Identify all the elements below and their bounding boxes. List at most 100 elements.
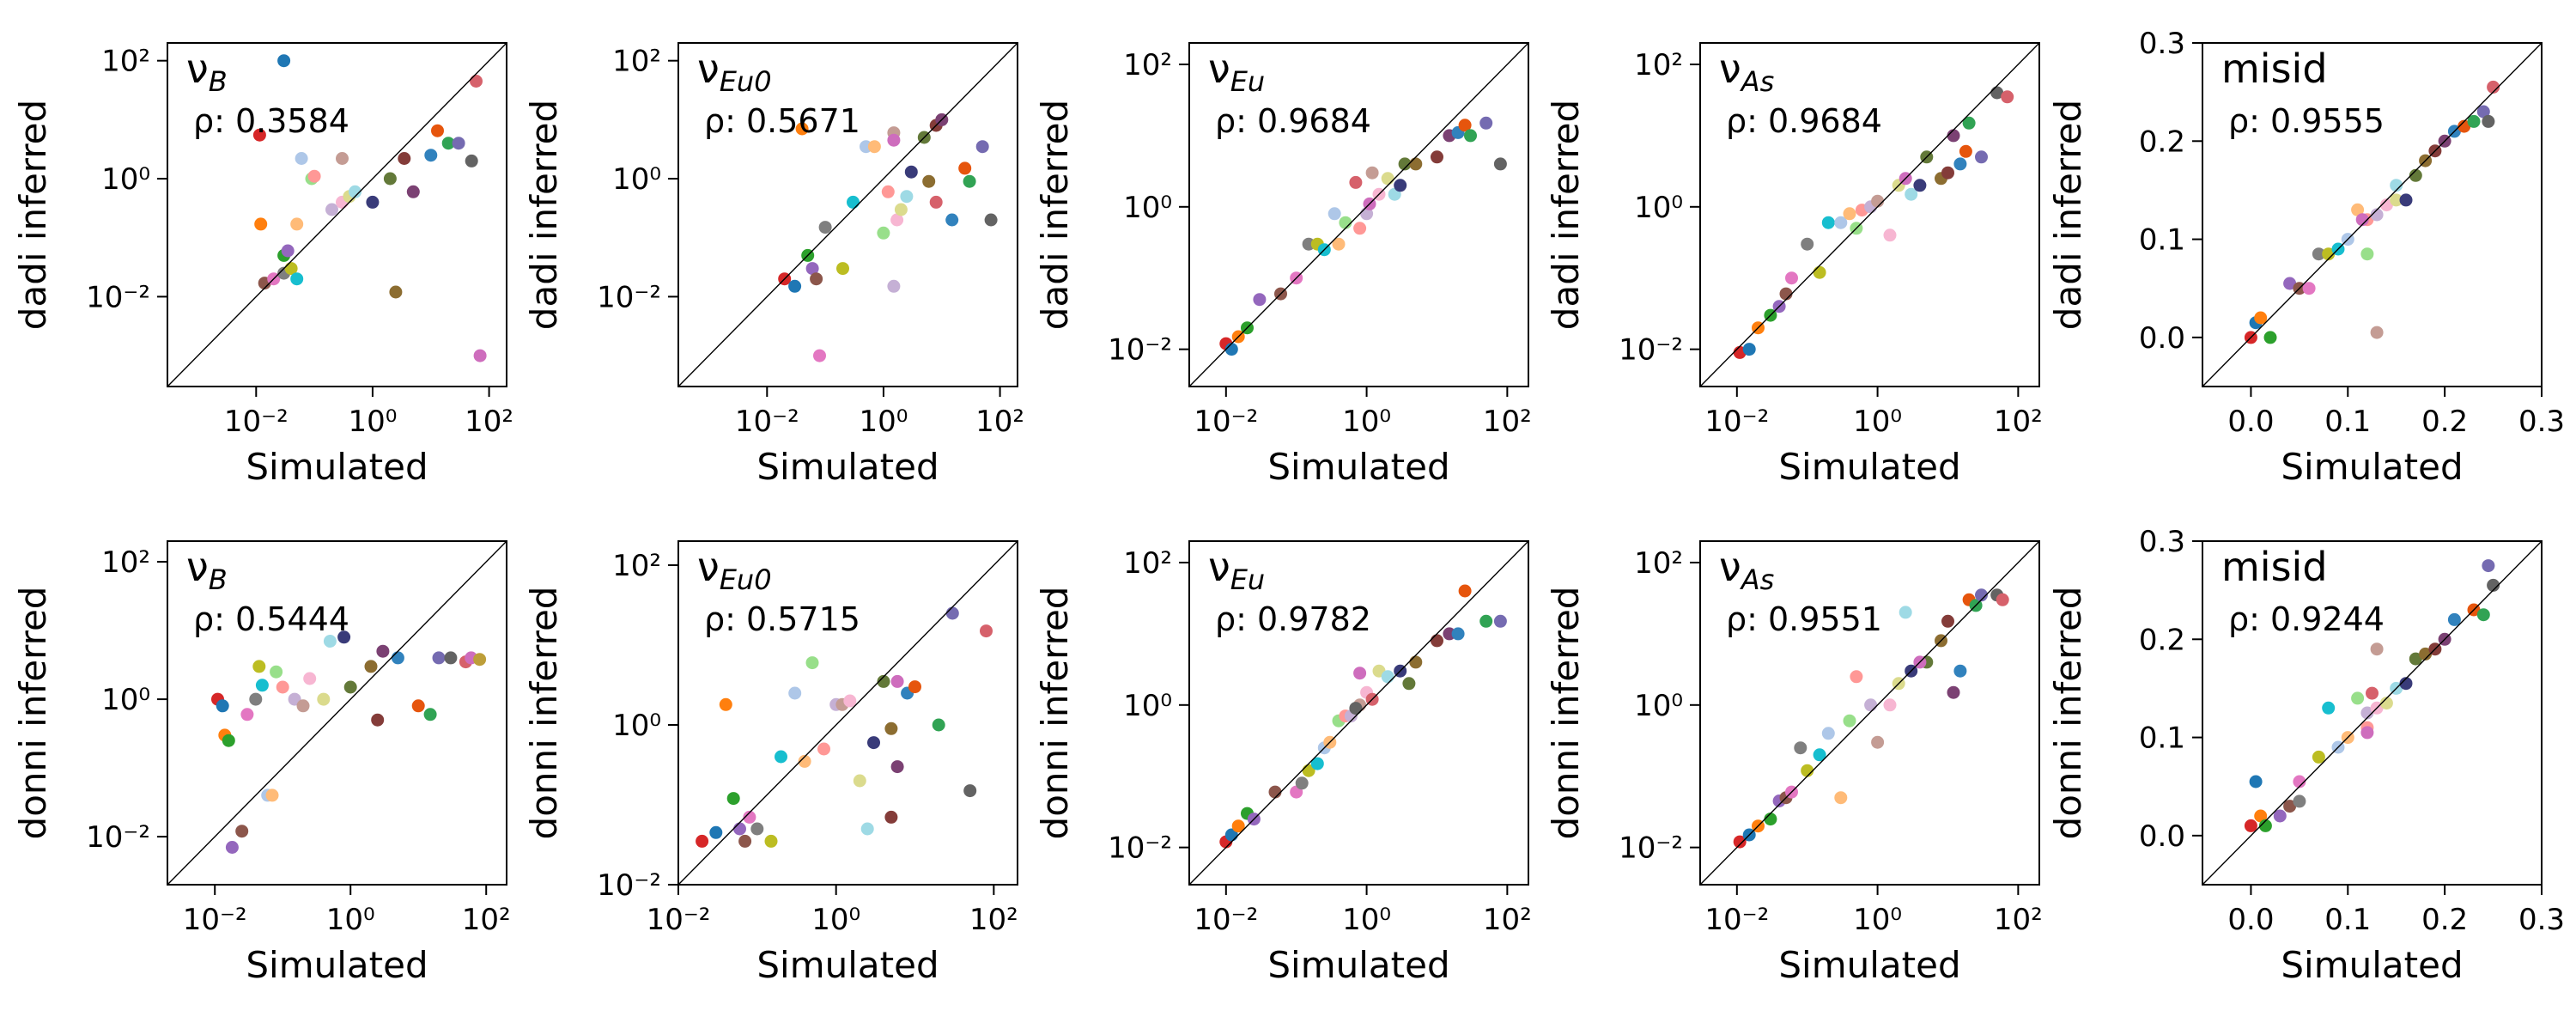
y-axis-label: dadi inferred <box>2047 100 2089 330</box>
data-point <box>743 810 756 824</box>
y-tick-label: 0.2 <box>2139 623 2185 657</box>
x-tick-label: 0.3 <box>2518 903 2565 937</box>
plot-frame <box>167 540 507 886</box>
x-tick-label: 10² <box>1994 903 2043 937</box>
data-point <box>945 606 959 620</box>
title-symbol: ν <box>1208 46 1230 92</box>
data-point <box>1398 157 1412 171</box>
plot-frame <box>2202 42 2543 387</box>
data-point <box>2322 247 2336 261</box>
y-axis-label: dadi inferred <box>1034 100 1076 330</box>
data-point <box>431 124 444 137</box>
data-point <box>2360 726 2374 740</box>
data-point <box>958 161 972 175</box>
y-tick-label: 0.0 <box>2139 819 2185 854</box>
data-point <box>738 834 752 848</box>
data-point <box>2254 311 2268 325</box>
data-point <box>2283 277 2297 290</box>
data-point <box>216 699 229 713</box>
data-point <box>945 213 959 227</box>
data-point <box>452 137 465 150</box>
data-point <box>1458 119 1472 132</box>
data-point <box>2409 168 2422 182</box>
data-point <box>2351 203 2365 216</box>
y-axis-label: dadi inferred <box>523 100 565 330</box>
y-tick-label: 0.1 <box>2139 223 2185 258</box>
data-point <box>1996 593 2009 606</box>
title-symbol: ν <box>186 46 209 92</box>
data-point <box>975 140 989 154</box>
data-point <box>1975 588 1988 602</box>
rho-label: ρ: 0.9684 <box>1215 102 1371 140</box>
data-point <box>1941 614 1954 628</box>
data-point <box>1353 667 1367 680</box>
y-tick-label: 10⁰ <box>1634 191 1683 225</box>
x-tick-label: 10⁰ <box>1342 903 1391 937</box>
y-tick-label: 10² <box>612 549 661 583</box>
data-point <box>336 152 349 165</box>
data-point <box>817 742 830 756</box>
x-tick-label: 10² <box>1483 903 1532 937</box>
title-subscript: As <box>1740 65 1775 98</box>
data-point <box>884 721 898 735</box>
data-point <box>2293 795 2306 808</box>
y-tick-label: 10² <box>1123 546 1172 581</box>
data-point <box>750 822 764 836</box>
data-point <box>225 841 239 854</box>
x-tick-label: 10⁰ <box>1853 903 1902 937</box>
y-tick-label: 10⁻² <box>1619 831 1683 866</box>
identity-line <box>677 42 1018 387</box>
x-tick-label: 0.3 <box>2518 405 2565 439</box>
data-point <box>1253 293 1267 307</box>
x-tick-label: 10² <box>1483 405 1532 439</box>
y-tick-label: 10² <box>101 545 150 580</box>
data-point <box>1394 179 1407 192</box>
y-tick-label: 10² <box>1123 48 1172 82</box>
data-point <box>2302 282 2316 295</box>
data-point <box>798 754 811 768</box>
data-point <box>2487 80 2500 94</box>
data-point <box>775 750 787 764</box>
data-point <box>1493 614 1507 628</box>
y-tick-label: 10⁰ <box>1634 689 1683 723</box>
data-point <box>343 680 357 694</box>
data-point <box>1801 764 1814 777</box>
data-point <box>1733 835 1747 849</box>
y-tick-label: 10⁰ <box>612 162 661 197</box>
data-point <box>788 686 802 700</box>
y-tick-label: 10⁻² <box>597 868 661 903</box>
data-point <box>473 349 487 362</box>
data-point <box>887 279 901 293</box>
x-axis-label: Simulated <box>1267 944 1449 986</box>
title-subscript: Eu0 <box>720 65 772 98</box>
data-point <box>1339 216 1352 229</box>
title-symbol: ν <box>1719 544 1741 590</box>
data-point <box>1947 685 1960 699</box>
data-point <box>424 149 438 162</box>
x-tick-label: 0.1 <box>2324 405 2371 439</box>
x-axis-label: Simulated <box>1778 446 1960 488</box>
data-point <box>1479 116 1493 130</box>
x-tick-label: 10⁻² <box>1704 903 1769 937</box>
plot-frame <box>167 42 507 387</box>
data-point <box>894 203 908 216</box>
data-point <box>2379 198 2393 212</box>
rho-label: ρ: 0.5444 <box>193 600 349 638</box>
data-point <box>2409 652 2422 666</box>
y-tick-label: 0.0 <box>2139 321 2185 356</box>
x-axis-label: Simulated <box>246 944 428 986</box>
plot-frame <box>1699 42 2040 387</box>
x-tick-label: 10² <box>975 405 1024 439</box>
data-point <box>805 262 819 276</box>
data-point <box>2244 819 2257 832</box>
x-tick-label: 0.1 <box>2324 903 2371 937</box>
data-point <box>2458 119 2471 133</box>
x-tick-label: 0.0 <box>2227 405 2274 439</box>
data-point <box>2360 247 2374 261</box>
data-point <box>1962 116 1976 130</box>
data-point <box>2312 247 2325 261</box>
data-point <box>444 651 458 665</box>
data-point <box>2476 608 2490 622</box>
data-point <box>349 185 361 198</box>
